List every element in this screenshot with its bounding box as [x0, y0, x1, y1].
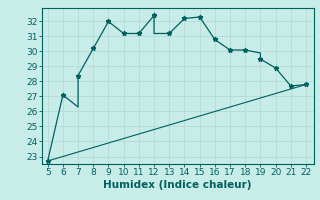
X-axis label: Humidex (Indice chaleur): Humidex (Indice chaleur) [103, 180, 252, 190]
